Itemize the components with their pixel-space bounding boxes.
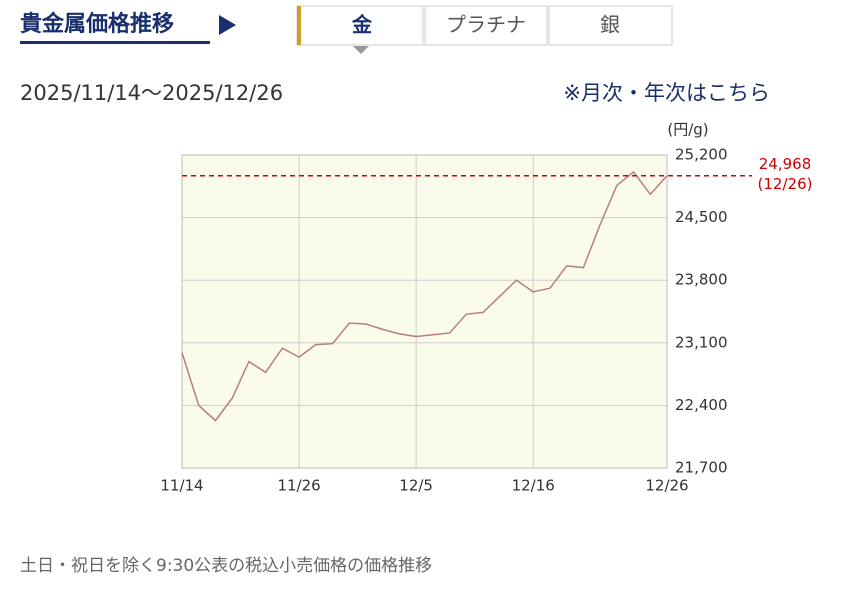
date-range: 2025/11/14〜2025/12/26: [20, 81, 283, 105]
tab-label[interactable]: 金: [351, 13, 373, 37]
x-tick-label: 11/14: [160, 477, 203, 495]
title-underline: [20, 41, 210, 44]
y-axis-label: (円/g): [667, 121, 708, 139]
reference-sublabel: (12/26): [758, 175, 813, 193]
tab-active-marker: [297, 6, 301, 45]
tab-label[interactable]: プラチナ: [446, 13, 526, 37]
plot-border: [181, 154, 668, 469]
x-tick-label: 12/5: [399, 477, 433, 495]
y-tick-label: 21,700: [675, 459, 728, 477]
x-tick-label: 12/26: [645, 477, 688, 495]
y-tick-label: 23,800: [675, 271, 728, 289]
plot-area: [182, 155, 667, 468]
tabs: 金 プラチナ 銀: [296, 5, 673, 54]
reference-label: 24,968: [759, 155, 812, 173]
title-arrow[interactable]: [219, 15, 236, 35]
footnote: 土日・祝日を除く9:30公表の税込小売価格の価格推移: [20, 556, 432, 576]
history-link[interactable]: ※月次・年次はこちら: [563, 81, 770, 105]
tab[interactable]: [548, 5, 673, 46]
x-tick-label: 11/26: [277, 477, 320, 495]
price-line: [181, 170, 668, 422]
y-tick-label: 25,200: [675, 146, 728, 164]
x-tick-label: 12/16: [512, 477, 555, 495]
tab[interactable]: [424, 5, 548, 46]
y-tick-label: 23,100: [675, 333, 728, 351]
tab-label[interactable]: 銀: [600, 13, 620, 37]
y-tick-label: 22,400: [675, 396, 728, 414]
page-title: 貴金属価格推移: [20, 11, 174, 37]
y-tick-label: 24,500: [675, 208, 728, 226]
tab[interactable]: [296, 5, 424, 46]
tab-pointer: [353, 46, 369, 54]
